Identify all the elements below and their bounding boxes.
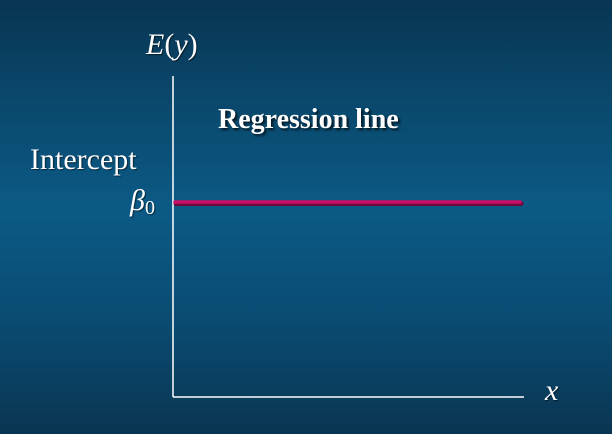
intercept-symbol: β0 [130, 184, 155, 219]
y-axis-label-close-paren: ) [187, 28, 198, 61]
y-axis-label: E(y) [146, 30, 198, 60]
intercept-label: Intercept [30, 143, 137, 176]
y-axis-label-open-paren: ( [164, 28, 175, 61]
intercept-symbol-base: β [130, 184, 145, 217]
intercept-symbol-subscript: 0 [144, 197, 155, 219]
x-axis-label: x [545, 374, 559, 407]
regression-line-label: Regression line [218, 104, 399, 135]
y-axis-label-prefix: E [146, 28, 165, 61]
y-axis-label-variable: y [174, 28, 188, 61]
